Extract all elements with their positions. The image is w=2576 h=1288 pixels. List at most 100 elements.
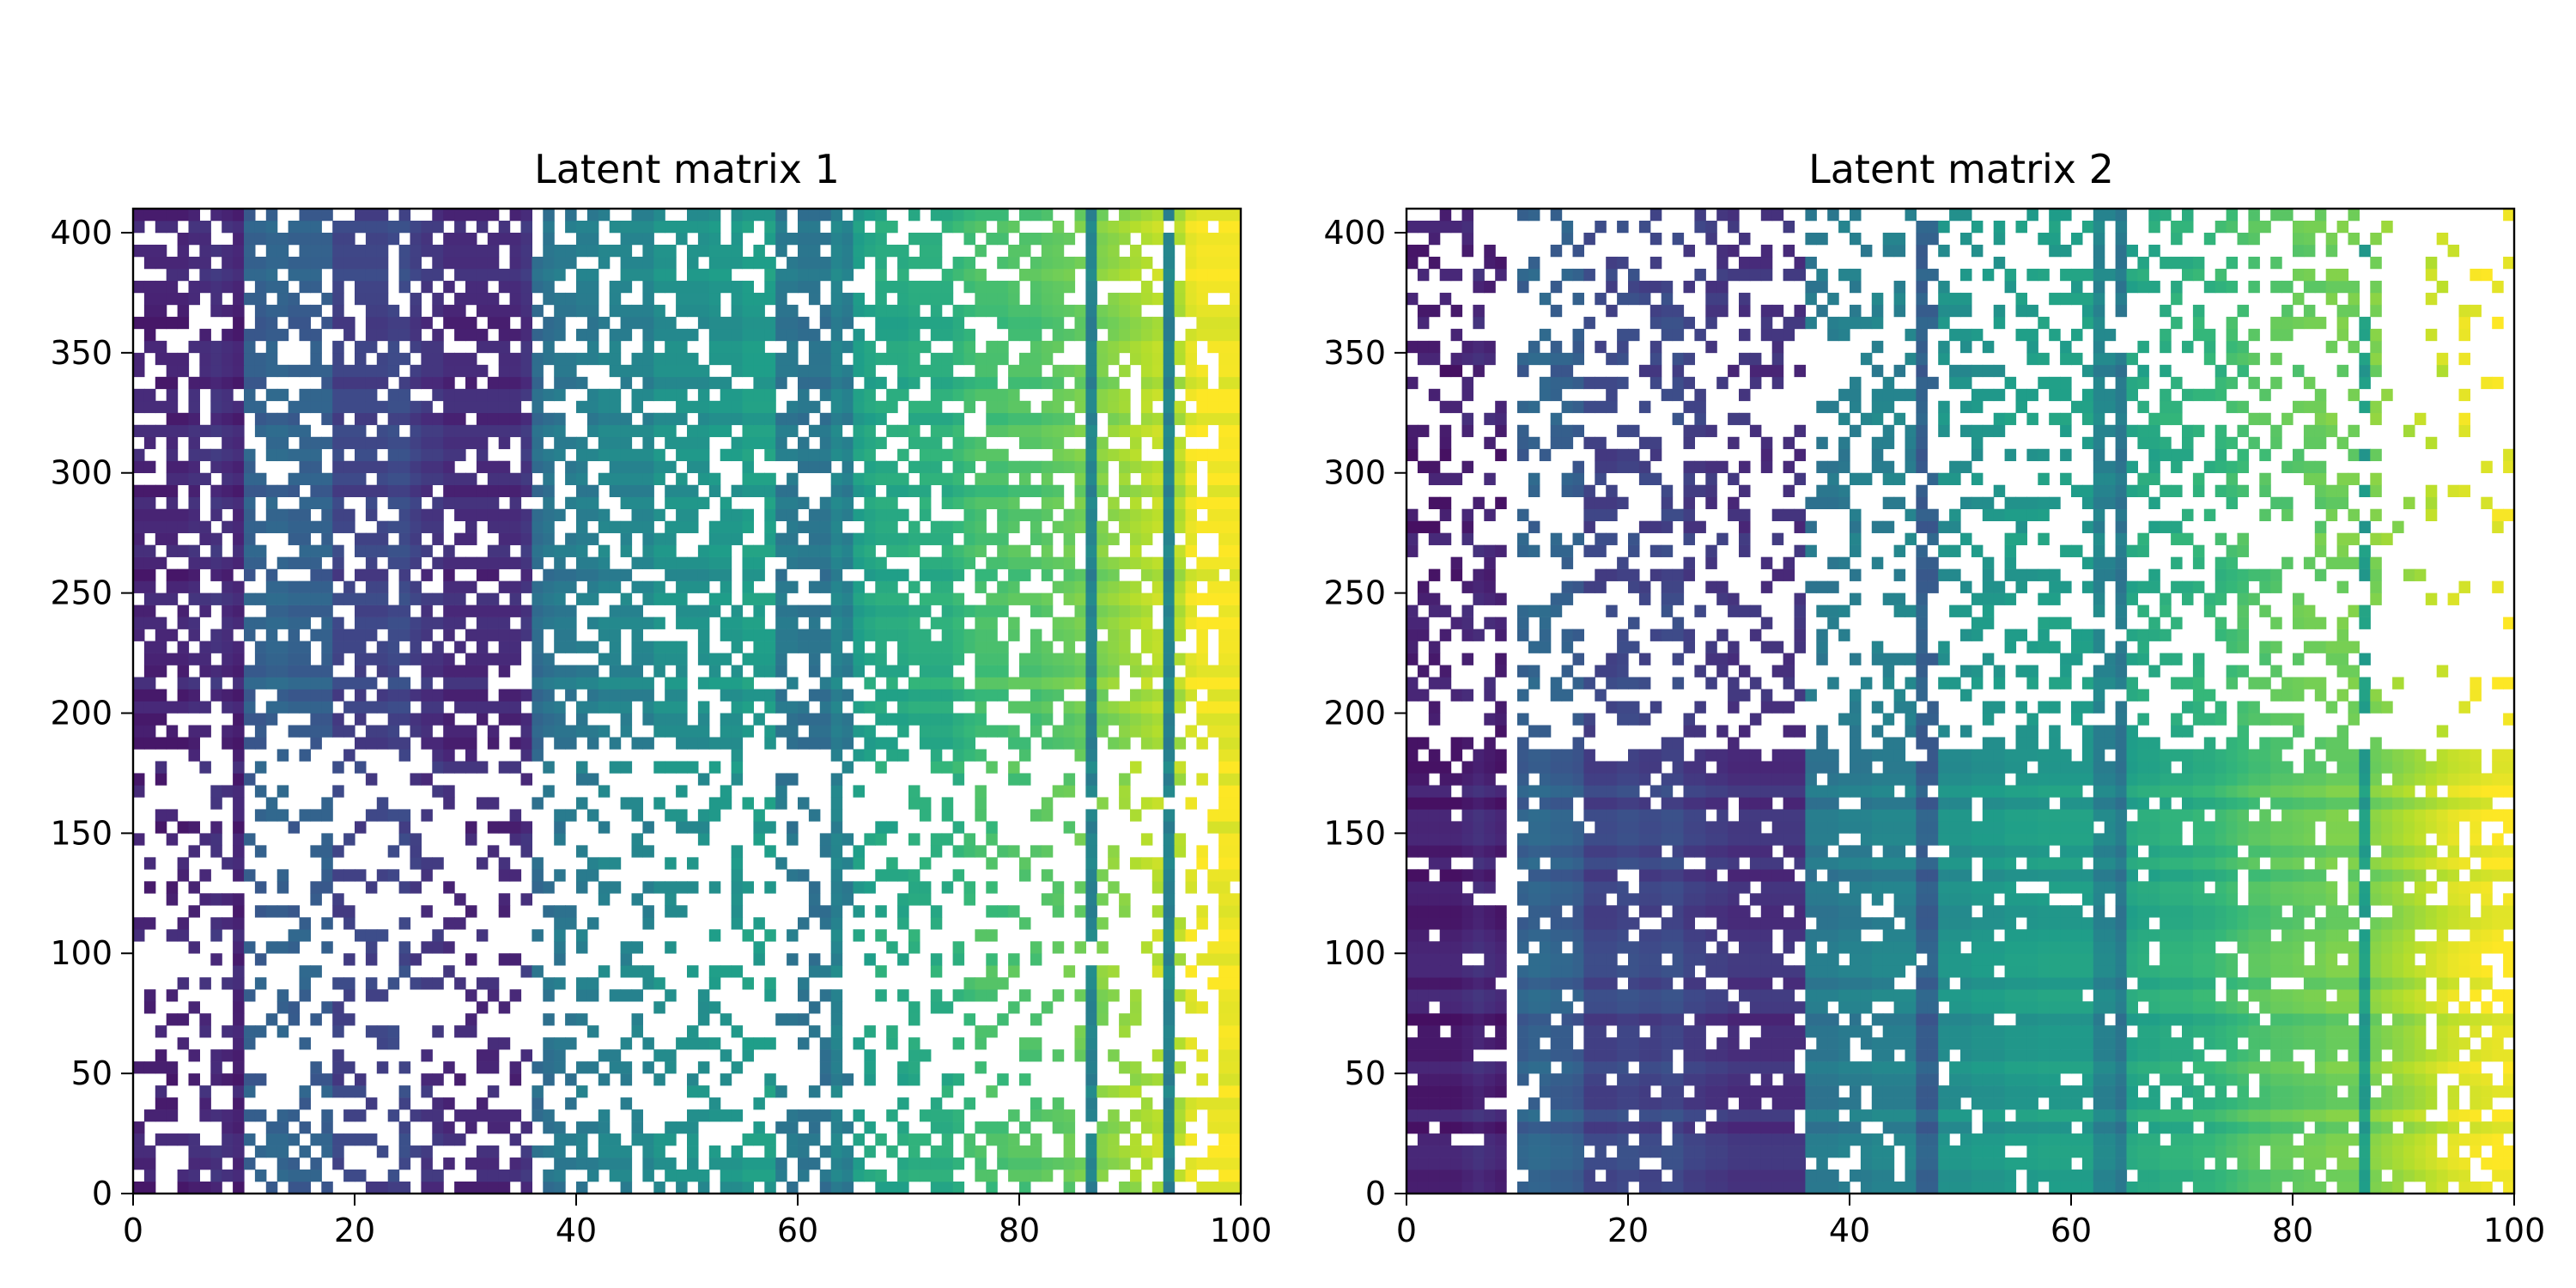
heatmap-cell	[398, 677, 411, 690]
heatmap-cell	[576, 352, 588, 366]
heatmap-cell	[941, 352, 954, 366]
heatmap-cell	[487, 1157, 500, 1170]
heatmap-cell	[1174, 209, 1187, 222]
heatmap-cell	[808, 665, 821, 677]
heatmap-cell	[808, 617, 821, 629]
heatmap-cell	[166, 580, 179, 593]
heatmap-cell	[421, 605, 433, 617]
heatmap-cell	[841, 220, 854, 234]
heatmap-cell	[365, 244, 378, 258]
heatmap-cell	[1207, 472, 1219, 486]
heatmap-cell	[487, 244, 500, 258]
heatmap-cell	[665, 364, 677, 378]
heatmap-cell	[1163, 1121, 1176, 1134]
heatmap-cell	[1074, 376, 1086, 390]
heatmap-cell	[265, 797, 278, 810]
heatmap-cell	[631, 496, 643, 509]
heatmap-cell	[332, 1145, 344, 1158]
heatmap-cell	[299, 1037, 311, 1050]
heatmap-cell	[841, 713, 854, 726]
heatmap-cell	[720, 496, 732, 509]
heatmap-cell	[355, 929, 367, 942]
heatmap-cell	[808, 1133, 821, 1146]
heatmap-cell	[631, 989, 643, 1002]
heatmap-cell	[387, 400, 400, 414]
heatmap-cell	[1185, 388, 1197, 402]
heatmap-cell	[222, 893, 234, 906]
heatmap-cell	[1151, 725, 1164, 738]
heatmap-cell	[1041, 484, 1054, 498]
heatmap-cell	[265, 941, 278, 954]
heatmap-cell	[222, 1170, 234, 1182]
heatmap-cell	[975, 268, 987, 282]
heatmap-cell	[620, 472, 633, 486]
heatmap-cell	[1728, 1157, 1740, 1170]
heatmap-cell	[687, 1037, 699, 1050]
heatmap-cell	[1019, 568, 1031, 581]
heatmap-cell	[2137, 1170, 2149, 1182]
heatmap-cell	[941, 376, 954, 390]
heatmap-cell	[819, 388, 832, 402]
heatmap-cell	[432, 352, 444, 366]
heatmap-cell	[465, 665, 477, 677]
heatmap-cell	[1074, 1049, 1086, 1062]
heatmap-cell	[830, 845, 843, 858]
heatmap-cell	[265, 809, 278, 822]
heatmap-cell	[520, 556, 532, 569]
heatmap-cell	[1196, 617, 1208, 629]
heatmap-cell	[1174, 592, 1187, 605]
heatmap-cell	[609, 1049, 622, 1062]
heatmap-cell	[753, 376, 765, 390]
heatmap-cell	[609, 1170, 622, 1182]
heatmap-cell	[930, 592, 943, 605]
heatmap-cell	[143, 677, 156, 690]
heatmap-cell	[864, 400, 876, 414]
heatmap-cell	[952, 641, 965, 653]
heatmap-cell	[598, 556, 611, 569]
heatmap-cell	[886, 941, 898, 954]
heatmap-cell	[233, 1025, 245, 1038]
heatmap-cell	[908, 797, 920, 810]
heatmap-cell	[697, 280, 710, 294]
heatmap-cell	[1218, 893, 1230, 906]
heatmap-cell	[520, 412, 532, 426]
heatmap-cell	[476, 977, 489, 990]
heatmap-cell	[520, 292, 532, 306]
heatmap-cell	[498, 580, 511, 593]
heatmap-cell	[598, 821, 611, 834]
heatmap-cell	[908, 532, 920, 545]
heatmap-cell	[1041, 256, 1054, 270]
heatmap-cell	[1108, 713, 1120, 726]
heatmap-cell	[753, 689, 765, 702]
heatmap-cell	[1108, 268, 1120, 282]
heatmap-cell	[1185, 364, 1197, 378]
heatmap-cell	[520, 280, 532, 294]
heatmap-cell	[509, 713, 522, 726]
heatmap-cell	[1993, 1157, 2006, 1170]
heatmap-cell	[1185, 544, 1197, 557]
heatmap-cell	[233, 1145, 245, 1158]
heatmap-cell	[133, 1157, 145, 1170]
heatmap-cell	[233, 773, 245, 786]
heatmap-cell	[720, 725, 732, 738]
heatmap-cell	[387, 328, 400, 342]
heatmap-cell	[376, 244, 389, 258]
heatmap-cell	[332, 244, 344, 258]
heatmap-cell	[1030, 484, 1042, 498]
heatmap-cell	[1174, 412, 1187, 426]
heatmap-cell	[376, 400, 389, 414]
heatmap-cell	[676, 665, 688, 677]
heatmap-cell	[1041, 592, 1054, 605]
heatmap-cell	[554, 1157, 566, 1170]
heatmap-cell	[244, 328, 256, 342]
heatmap-cell	[155, 665, 167, 677]
heatmap-cell	[487, 544, 500, 557]
heatmap-cell	[897, 917, 909, 930]
heatmap-cell	[299, 592, 311, 605]
heatmap-cell	[986, 977, 998, 990]
heatmap-cell	[841, 1157, 854, 1170]
heatmap-cell	[543, 256, 555, 270]
heatmap-cell	[365, 280, 378, 294]
heatmap-cell	[908, 833, 920, 846]
